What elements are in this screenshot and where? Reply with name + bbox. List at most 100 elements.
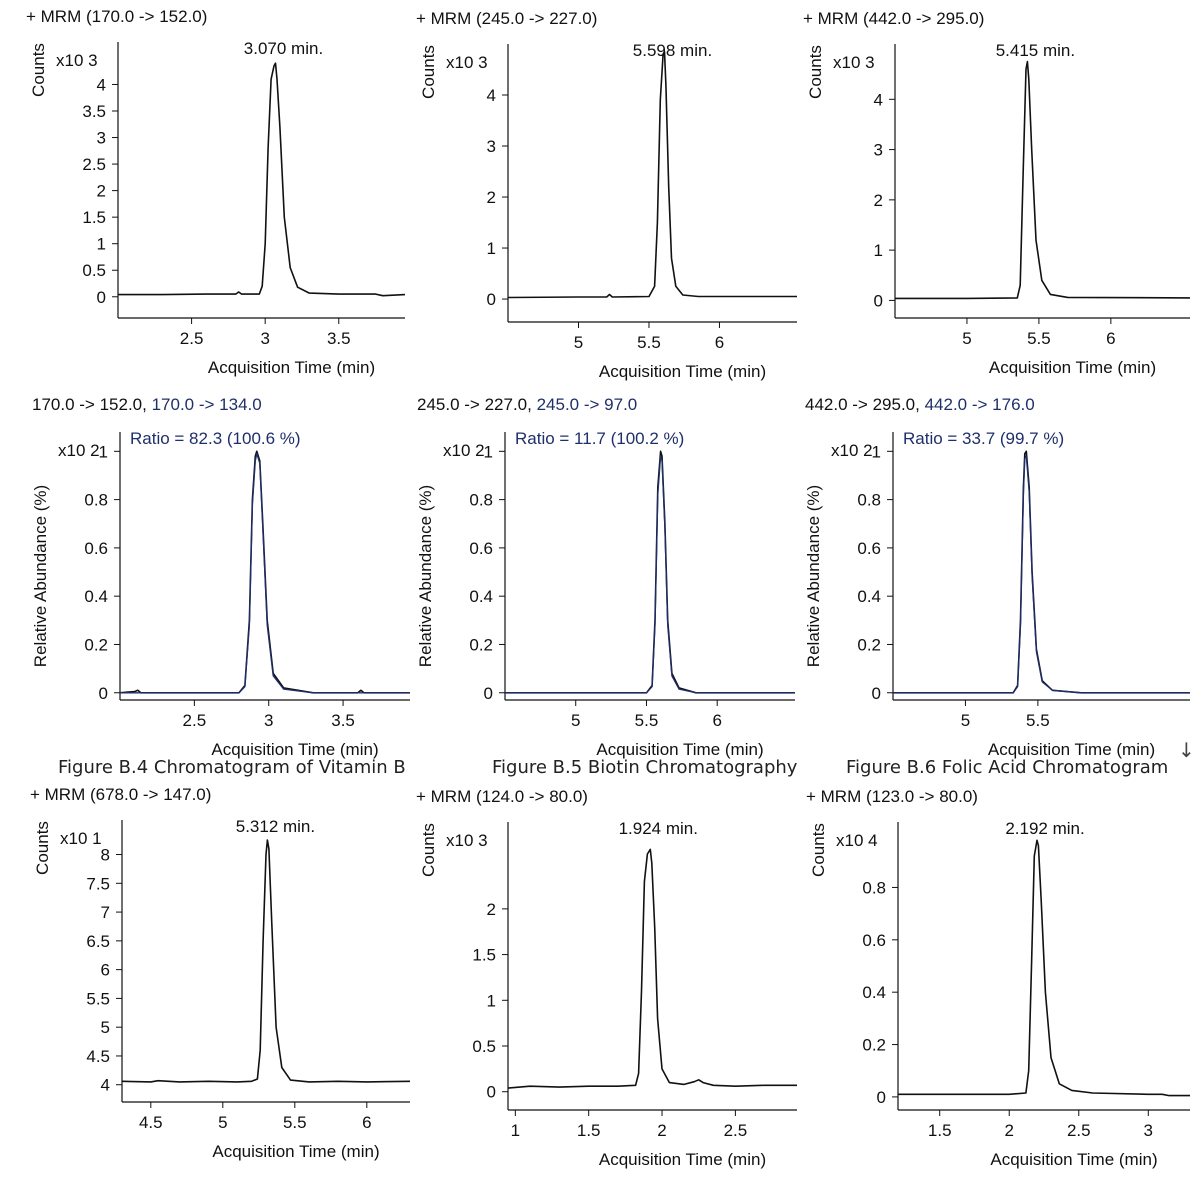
x-tick-label: 5: [218, 1113, 227, 1132]
y-tick-label: 0.4: [84, 587, 108, 606]
x-tick-label: 2.5: [1067, 1121, 1091, 1140]
y-tick-label: 0: [487, 1083, 496, 1102]
y-axis-label: Counts: [809, 823, 828, 877]
y-tick-label: 1: [97, 235, 106, 254]
y-tick-label: 0.4: [857, 587, 881, 606]
y-tick-label: 0: [99, 684, 108, 703]
x-tick-label: 5: [574, 333, 583, 352]
y-tick-label: 2: [97, 182, 106, 201]
y-tick-label: 2.5: [82, 155, 106, 174]
y-axis-label: Relative Abundance (%): [416, 485, 435, 667]
x-tick-label: 5.5: [283, 1113, 307, 1132]
x-tick-label: 2.5: [183, 711, 207, 730]
chromatogram-trace-1: [121, 839, 411, 1083]
chromatogram-trace-1: [507, 848, 797, 1089]
x-tick-label: 1.5: [928, 1121, 952, 1140]
y-axis-label: Counts: [419, 823, 438, 877]
x-tick-label: 3: [260, 329, 269, 348]
peak-retention-label: 1.924 min.: [619, 819, 698, 838]
y-axis-label: Counts: [33, 821, 52, 875]
x-axis-label: Acquisition Time (min): [988, 740, 1155, 759]
y-tick-label: 0.2: [469, 635, 493, 654]
panel-title: 245.0 -> 227.0, 245.0 -> 97.0: [417, 395, 637, 414]
y-tick-label: 1.5: [82, 208, 106, 227]
y-tick-label: 0.6: [469, 539, 493, 558]
caption-figure-b6: Figure B.6 Folic Acid Chromatogram: [846, 757, 1169, 778]
y-tick-label: 0: [872, 684, 881, 703]
y-tick-label: 0.5: [82, 261, 106, 280]
panel-title: + MRM (124.0 -> 80.0): [416, 787, 588, 806]
x-axis-label: Acquisition Time (min): [599, 362, 766, 381]
x-axis-label: Acquisition Time (min): [596, 740, 763, 759]
title-transition-primary: 442.0 -> 295.0,: [805, 395, 925, 414]
y-tick-label: 3: [874, 141, 883, 160]
x-axis-label: Acquisition Time (min): [599, 1150, 766, 1169]
chromatogram-panel-9: 1.5 2 2.5 3 0 0.2 0.4 0.6 0.8 + MRM (123.0 -> 80.…: [806, 787, 1190, 1169]
chromatogram-trace-1: [118, 62, 406, 297]
y-tick-label: 1: [874, 241, 883, 260]
x-tick-label: 6: [362, 1113, 371, 1132]
x-tick-label: 4.5: [139, 1113, 163, 1132]
chromatogram-trace-1: [893, 450, 1190, 694]
x-tick-label: 3: [1144, 1121, 1153, 1140]
chromatogram-panel-7: 4.5 5 5.5 6 4 4.5 5 5.5 6 6.5 7 7.5 8 + MRM (678.0 ->…: [30, 785, 411, 1161]
x-tick-label: 5: [962, 329, 971, 348]
x-tick-label: 6: [712, 711, 721, 730]
x-tick-label: 5.5: [637, 333, 661, 352]
chromatogram-panel-3: 5 5.5 6 0 1 2 3 4 + MRM (442.0 -> 295.0) x10 3 Cou…: [803, 9, 1191, 377]
y-tick-label: 4: [874, 90, 883, 109]
y-exponent-label: x10 3: [446, 831, 488, 850]
x-tick-label: 2: [1005, 1121, 1014, 1140]
peak-retention-label: 5.598 min.: [633, 41, 712, 60]
x-tick-label: 5.5: [1026, 711, 1050, 730]
title-transition-qualifier: 170.0 -> 134.0: [152, 395, 262, 414]
panel-title: + MRM (245.0 -> 227.0): [416, 9, 597, 28]
y-tick-label: 7: [101, 903, 110, 922]
y-tick-label: 2: [874, 191, 883, 210]
x-axis-label: Acquisition Time (min): [990, 1150, 1157, 1169]
panel-title: 170.0 -> 152.0, 170.0 -> 134.0: [32, 395, 262, 414]
y-exponent-label: x10 3: [446, 53, 488, 72]
caption-figure-b5: Figure B.5 Biotin Chromatography: [492, 757, 798, 778]
x-axis-label: Acquisition Time (min): [989, 358, 1156, 377]
x-tick-label: 2: [657, 1121, 666, 1140]
x-tick-label: 2.5: [180, 329, 204, 348]
x-tick-label: 1.5: [577, 1121, 601, 1140]
chromatogram-panel-6: 5 5.5 0 0.2 0.4 0.6 0.8 1 442.0 -> 295.0, 442.0 …: [804, 395, 1190, 759]
y-tick-label: 0.2: [84, 635, 108, 654]
y-tick-label: 3: [97, 129, 106, 148]
y-tick-label: 4: [487, 86, 496, 105]
chromatogram-trace-2: [505, 455, 795, 694]
x-tick-label: 1: [511, 1121, 520, 1140]
y-tick-label: 0.2: [862, 1036, 886, 1055]
chromatogram-panel-8: 1 1.5 2 2.5 0 0.5 1 1.5 2 + MRM (124.0 -> 80.0) x1…: [416, 787, 797, 1169]
y-tick-label: 3: [487, 137, 496, 156]
y-axis-label: Relative Abundance (%): [804, 485, 823, 667]
chromatogram-trace-1: [895, 60, 1191, 300]
y-tick-label: 6.5: [86, 932, 110, 951]
y-tick-label: 0.4: [862, 983, 886, 1002]
y-tick-label: 0.5: [472, 1037, 496, 1056]
y-tick-label: 4: [97, 75, 106, 94]
y-tick-label: 1.5: [472, 946, 496, 965]
y-tick-label: 7.5: [86, 874, 110, 893]
peak-retention-label: 2.192 min.: [1005, 819, 1084, 838]
y-axis-label: Counts: [419, 45, 438, 99]
x-axis-label: Acquisition Time (min): [212, 1142, 379, 1161]
y-exponent-label: x10 2: [831, 441, 873, 460]
x-tick-label: 3: [264, 711, 273, 730]
y-tick-label: 0: [484, 684, 493, 703]
y-tick-label: 2: [487, 188, 496, 207]
y-exponent-label: x10 2: [58, 441, 100, 460]
y-tick-label: 8: [101, 846, 110, 865]
chromatogram-panel-1: 2.5 3 3.5 0 0.5 1 1.5 2 2.5 3 3.5 4 + MRM (170.0 -> …: [26, 7, 406, 377]
panel-title: + MRM (442.0 -> 295.0): [803, 9, 984, 28]
chromatogram-trace-1: [898, 839, 1190, 1097]
ratio-label: Ratio = 33.7 (99.7 %): [903, 429, 1064, 448]
panel-title: + MRM (123.0 -> 80.0): [806, 787, 978, 806]
y-tick-label: 1: [487, 239, 496, 258]
x-tick-label: 5: [571, 711, 580, 730]
peak-retention-label: 5.415 min.: [996, 41, 1075, 60]
y-tick-label: 0.8: [857, 491, 881, 510]
y-tick-label: 1: [99, 442, 108, 461]
